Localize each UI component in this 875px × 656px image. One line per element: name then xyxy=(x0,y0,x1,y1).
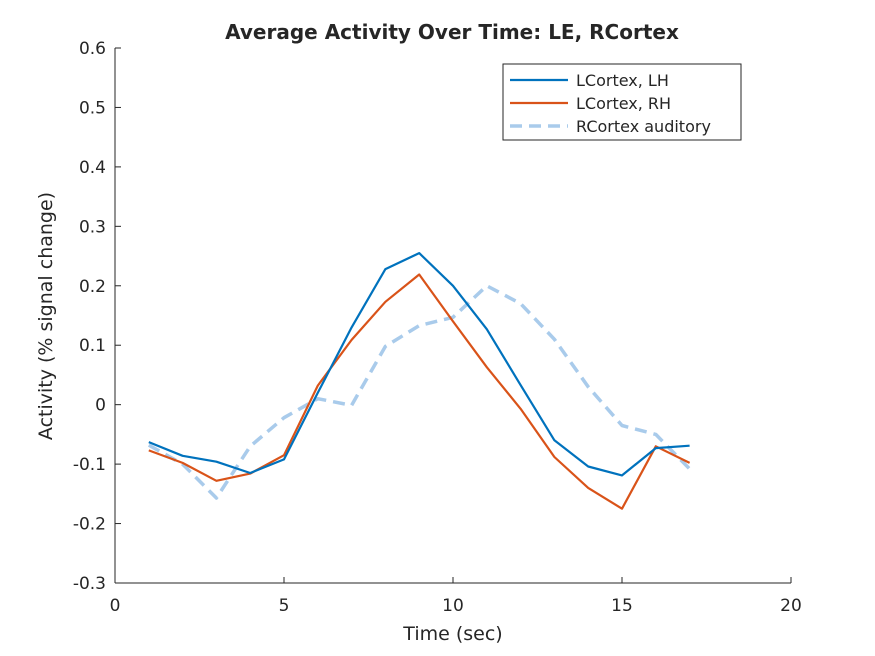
y-tick-label: -0.1 xyxy=(73,455,106,475)
y-tick-label: 0.6 xyxy=(79,39,106,59)
x-tick-label: 15 xyxy=(611,596,633,616)
series-lines xyxy=(147,252,691,510)
y-tick-label: 0 xyxy=(95,396,106,416)
y-tick-label: 0.4 xyxy=(79,158,106,178)
y-axis-label: Activity (% signal change) xyxy=(35,192,57,440)
y-tick-label: -0.3 xyxy=(73,574,106,594)
series-line-1 xyxy=(148,273,691,510)
x-axis-label: Time (sec) xyxy=(402,623,502,645)
x-ticks: 0 5 10 15 20 xyxy=(110,577,802,616)
legend-label: RCortex auditory xyxy=(576,117,711,136)
x-tick-label: 10 xyxy=(442,596,464,616)
series-line-2 xyxy=(147,284,691,500)
x-tick-label: 0 xyxy=(110,596,121,616)
chart-title: Average Activity Over Time: LE, RCortex xyxy=(225,20,679,44)
y-tick-label: 0.2 xyxy=(79,277,106,297)
legend-label: LCortex, RH xyxy=(576,94,671,113)
legend: LCortex, LH LCortex, RH RCortex auditory xyxy=(502,63,742,141)
y-tick-label: 0.5 xyxy=(79,98,106,118)
series-line-0 xyxy=(148,252,690,477)
y-tick-label: 0.1 xyxy=(79,336,106,356)
x-tick-label: 5 xyxy=(279,596,290,616)
legend-label: LCortex, LH xyxy=(576,71,669,90)
y-tick-label: 0.3 xyxy=(79,217,106,237)
y-ticks: -0.3 -0.2 -0.1 0 0.1 0.2 0.3 0.4 0.5 0.6 xyxy=(73,39,121,594)
y-tick-label: -0.2 xyxy=(73,515,106,535)
x-tick-label: 20 xyxy=(780,596,802,616)
